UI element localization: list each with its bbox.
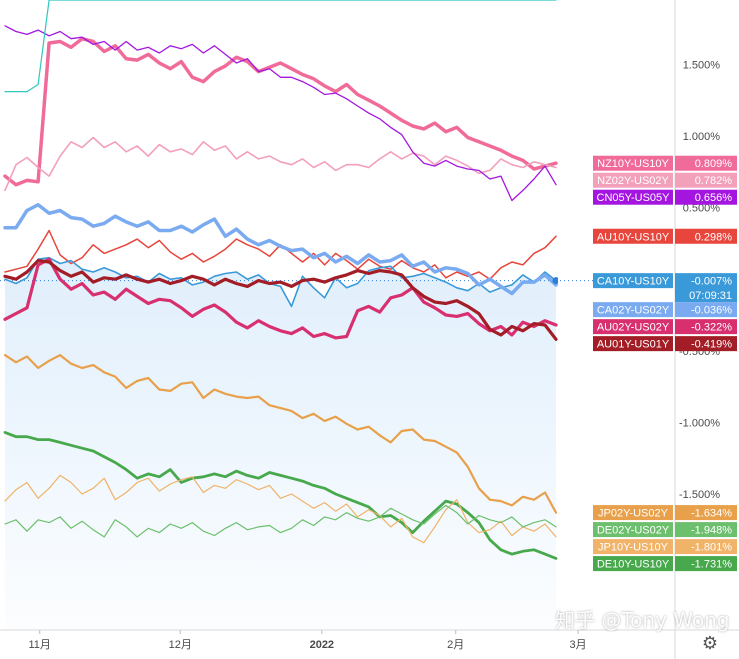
series-tag-value: 0.782% (695, 175, 733, 187)
ca10y-endpoint-dot (552, 277, 558, 285)
series-tag-value-box (675, 319, 737, 335)
series-tag-value: 0.809% (695, 158, 733, 170)
series-tag-value: -1.634% (691, 508, 732, 520)
series-tag-value: 0.656% (695, 192, 733, 204)
series-tag-cn05y-us05y[interactable]: CN05Y-US05Y 0.656% (593, 189, 737, 205)
series-tag-name: CN05Y-US05Y (597, 192, 671, 204)
x-tick-label: 2月 (447, 639, 464, 651)
series-tag-name-box (593, 336, 673, 352)
series-tag-name: DE10Y-US10Y (597, 559, 670, 571)
y-tick-label: 1.000% (683, 131, 721, 143)
series-tag-value-box (675, 228, 737, 244)
series-tag-name-box (593, 273, 673, 289)
series-tag-jp02y-us02y[interactable]: JP02Y-US02Y -1.634% (593, 505, 737, 521)
series-line-ca10y-us10y[interactable] (4, 256, 557, 308)
series-tag-value-box (675, 155, 737, 171)
series-tag-jp10y-us10y[interactable]: JP10Y-US10Y -1.801% (593, 539, 737, 555)
series-tag-name: NZ02Y-US02Y (597, 175, 669, 187)
series-tag-name-box (593, 556, 673, 572)
gear-icon[interactable]: ⚙ (701, 633, 719, 654)
series-tag-name: AU01Y-US01Y (597, 339, 670, 351)
series-line-jp10y-us10y[interactable] (4, 474, 557, 544)
series-tag-name-box (593, 302, 673, 318)
series-tag-value: -1.801% (691, 542, 732, 554)
series-tag-value-box (675, 189, 737, 205)
series-line-de10y-us10y[interactable] (3, 431, 558, 560)
series-tag-name: NZ10Y-US10Y (597, 158, 669, 170)
series-tag-name: AU02Y-US02Y (597, 322, 670, 334)
y-tick-label: 1.500% (683, 59, 721, 71)
series-tag-au01y-us01y[interactable]: AU01Y-US01Y -0.419% (593, 336, 737, 352)
series-tag-name: AU10Y-US10Y (597, 231, 670, 243)
series-line-jp02y-us02y[interactable] (3, 354, 558, 514)
crosshair-time-label: 07:09:31 (689, 290, 732, 302)
series-line-de02y-us02y[interactable] (4, 504, 557, 538)
series-tag-value: -0.036% (691, 305, 732, 317)
series-line-au01y-us01y[interactable] (3, 259, 558, 341)
series-line-ca02y-us02y[interactable] (3, 203, 558, 296)
series-tag-name: JP10Y-US10Y (598, 542, 669, 554)
series-line-au02y-us02y[interactable] (3, 257, 558, 340)
series-tag-value: -0.419% (691, 339, 732, 351)
series-tag-name-box (593, 172, 673, 188)
series-tag-value-box (675, 302, 737, 318)
series-line-nz10y-us10y[interactable] (3, 36, 558, 187)
series-tag-name-box (593, 522, 673, 538)
series-tag-au02y-us02y[interactable]: AU02Y-US02Y -0.322% (593, 319, 737, 335)
series-tag-name: CA10Y-US10Y (597, 276, 670, 288)
series-tag-value: -1.948% (691, 525, 732, 537)
series-tag-name-box (593, 189, 673, 205)
watermark-text: 知乎 @Tony Wong (555, 608, 730, 632)
series-tag-ca02y-us02y[interactable]: CA02Y-US02Y -0.036% (593, 302, 737, 318)
series-tag-value-box (675, 273, 737, 303)
area-fill (5, 257, 556, 630)
series-tag-name-box (593, 319, 673, 335)
series-tag-de10y-us10y[interactable]: DE10Y-US10Y -1.731% (593, 556, 737, 572)
series-tag-value-box (675, 505, 737, 521)
series-tag-name-box (593, 155, 673, 171)
x-tick-label: 2022 (310, 639, 334, 651)
series-tag-name: CA02Y-US02Y (597, 305, 670, 317)
x-tick-label: 11月 (29, 639, 51, 651)
series-tag-value-box (675, 522, 737, 538)
y-tick-label: -1.500% (679, 489, 720, 501)
series-tag-value-box (675, 556, 737, 572)
series-tag-nz02y-us02y[interactable]: NZ02Y-US02Y 0.782% (593, 172, 737, 188)
series-tag-value: -1.731% (691, 559, 732, 571)
series-line-nz02y-us02y[interactable] (4, 136, 557, 192)
series-tag-name: JP02Y-US02Y (598, 508, 669, 520)
series-tag-value: -0.007% (691, 276, 732, 288)
x-tick-label: 12月 (169, 639, 192, 651)
series-tag-au10y-us10y[interactable]: AU10Y-US10Y 0.298% (593, 228, 737, 244)
series-tag-name-box (593, 505, 673, 521)
series-tag-value-box (675, 172, 737, 188)
series-tag-value-box (675, 336, 737, 352)
y-tick-label: -1.000% (679, 417, 720, 429)
series-tag-name-box (593, 228, 673, 244)
series-tag-value: -0.322% (691, 322, 732, 334)
series-tag-de02y-us02y[interactable]: DE02Y-US02Y -1.948% (593, 522, 737, 538)
x-tick-label: 3月 (569, 639, 586, 651)
series-tag-name-box (593, 539, 673, 555)
y-tick-label: 0.500% (683, 203, 721, 215)
series-tag-value-box (675, 539, 737, 555)
series-tag-name: DE02Y-US02Y (597, 525, 670, 537)
series-tag-ca10y-us10y[interactable]: CA10Y-US10Y -0.007% 07:09:31 (593, 273, 737, 303)
series-tag-nz10y-us10y[interactable]: NZ10Y-US10Y 0.809% (593, 155, 737, 171)
series-line-cn05y-us05y[interactable] (4, 25, 557, 202)
series-tag-value: 0.298% (695, 231, 733, 243)
